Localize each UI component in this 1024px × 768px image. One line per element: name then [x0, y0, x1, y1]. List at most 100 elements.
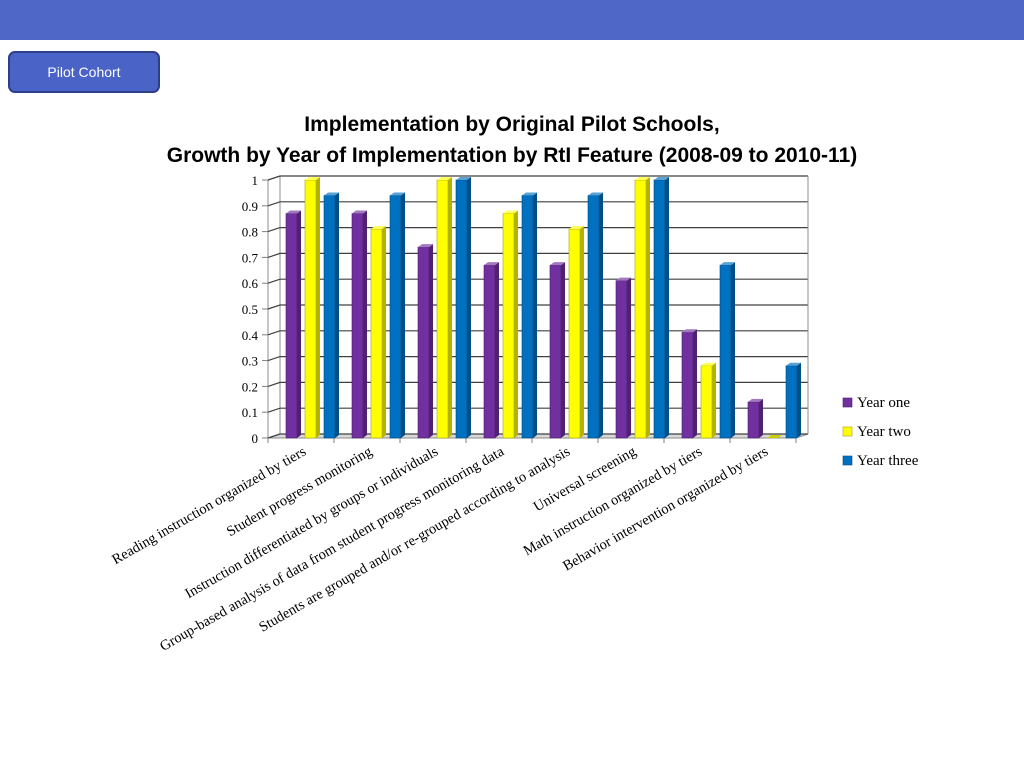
pilot-cohort-badge: Pilot Cohort — [8, 51, 160, 93]
bar-side — [533, 192, 537, 438]
bar-side — [712, 362, 716, 438]
bar-side — [797, 362, 801, 438]
bar-side — [316, 177, 320, 438]
bar-top — [701, 362, 716, 366]
bar — [483, 264, 496, 439]
bar-top — [635, 177, 650, 180]
top-banner — [0, 0, 1024, 40]
bar-side — [363, 210, 367, 438]
bar-side — [627, 277, 631, 438]
gridline — [267, 407, 808, 413]
bar-top — [484, 262, 499, 266]
bar — [587, 195, 600, 439]
legend-label: Year one — [857, 395, 910, 411]
y-tick-label: 0.3 — [242, 354, 258, 369]
bar-top — [550, 262, 565, 266]
bar — [502, 213, 515, 439]
gridline — [267, 330, 808, 336]
bar-top — [654, 177, 669, 180]
bar-top — [588, 192, 603, 196]
bar-side — [731, 262, 735, 438]
bar-top — [786, 362, 801, 366]
chart-title-line1: Implementation by Original Pilot Schools… — [304, 113, 720, 136]
legend-swatch — [842, 426, 853, 437]
bar-top — [390, 192, 405, 196]
bar — [653, 179, 666, 439]
bar-top — [456, 177, 471, 180]
bar-side — [467, 177, 471, 438]
bar-side — [693, 329, 697, 438]
y-tick-label: 0.5 — [242, 302, 258, 317]
bar — [634, 179, 647, 439]
bar — [521, 195, 534, 439]
bar — [719, 264, 732, 439]
gridline — [267, 201, 808, 207]
bar-top — [352, 210, 367, 214]
bar-side — [382, 226, 386, 438]
y-tick-label: 0.8 — [242, 225, 258, 240]
gridline — [267, 304, 808, 310]
bar — [285, 213, 298, 439]
y-tick-label: 0 — [252, 431, 259, 446]
bar-top — [522, 192, 537, 196]
bar-side — [335, 192, 339, 438]
y-tick-label: 0.4 — [242, 328, 259, 343]
bar-top — [748, 398, 763, 402]
y-tick-label: 0.6 — [242, 276, 259, 291]
x-category-label: Instruction differentiated by groups or … — [182, 443, 441, 602]
legend-label: Year three — [857, 453, 919, 469]
bar-top — [503, 210, 518, 214]
bar — [700, 365, 713, 439]
y-tick-label: 0.7 — [242, 250, 259, 265]
bar-side — [561, 262, 565, 438]
gridline — [267, 433, 808, 439]
legend-swatch — [842, 455, 853, 466]
bar — [747, 401, 760, 439]
bar-top — [616, 277, 631, 281]
gridline — [267, 278, 808, 284]
bar — [549, 264, 562, 439]
bar-top — [569, 226, 584, 230]
gridline — [267, 381, 808, 387]
y-tick-label: 0.1 — [242, 405, 258, 420]
bar-side — [448, 177, 452, 438]
legend-label: Year two — [857, 424, 911, 440]
legend-swatch — [842, 397, 853, 408]
bar-side — [495, 262, 499, 438]
y-tick-label: 0.2 — [242, 379, 258, 394]
bar — [681, 331, 694, 439]
bar-side — [665, 177, 669, 438]
gridline — [267, 227, 808, 233]
bar-side — [646, 177, 650, 438]
bar-top — [286, 210, 301, 214]
bar-top — [305, 177, 320, 180]
bar-side — [401, 192, 405, 438]
bar — [417, 246, 430, 439]
bar-top — [324, 192, 339, 196]
bar — [785, 365, 798, 439]
bar — [389, 195, 402, 439]
gridline — [267, 175, 808, 181]
bar-top — [437, 177, 452, 180]
y-tick-label: 0.9 — [242, 199, 258, 214]
bar — [436, 179, 449, 439]
bar — [370, 228, 383, 439]
bar — [568, 228, 581, 439]
bar-side — [429, 244, 433, 438]
bar — [615, 280, 628, 439]
bar-top — [371, 226, 386, 230]
bar-side — [759, 398, 763, 438]
bar — [304, 179, 317, 439]
bar — [351, 213, 364, 439]
bar-side — [297, 210, 301, 438]
gridline — [267, 252, 808, 258]
bar-side — [514, 210, 518, 438]
bar-side — [580, 226, 584, 438]
bar-side — [599, 192, 603, 438]
bar — [767, 435, 782, 438]
bar-top — [720, 262, 735, 266]
bar-top — [682, 329, 697, 333]
chart-title-line2: Growth by Year of Implementation by RtI … — [166, 144, 858, 167]
gridline — [267, 356, 808, 362]
